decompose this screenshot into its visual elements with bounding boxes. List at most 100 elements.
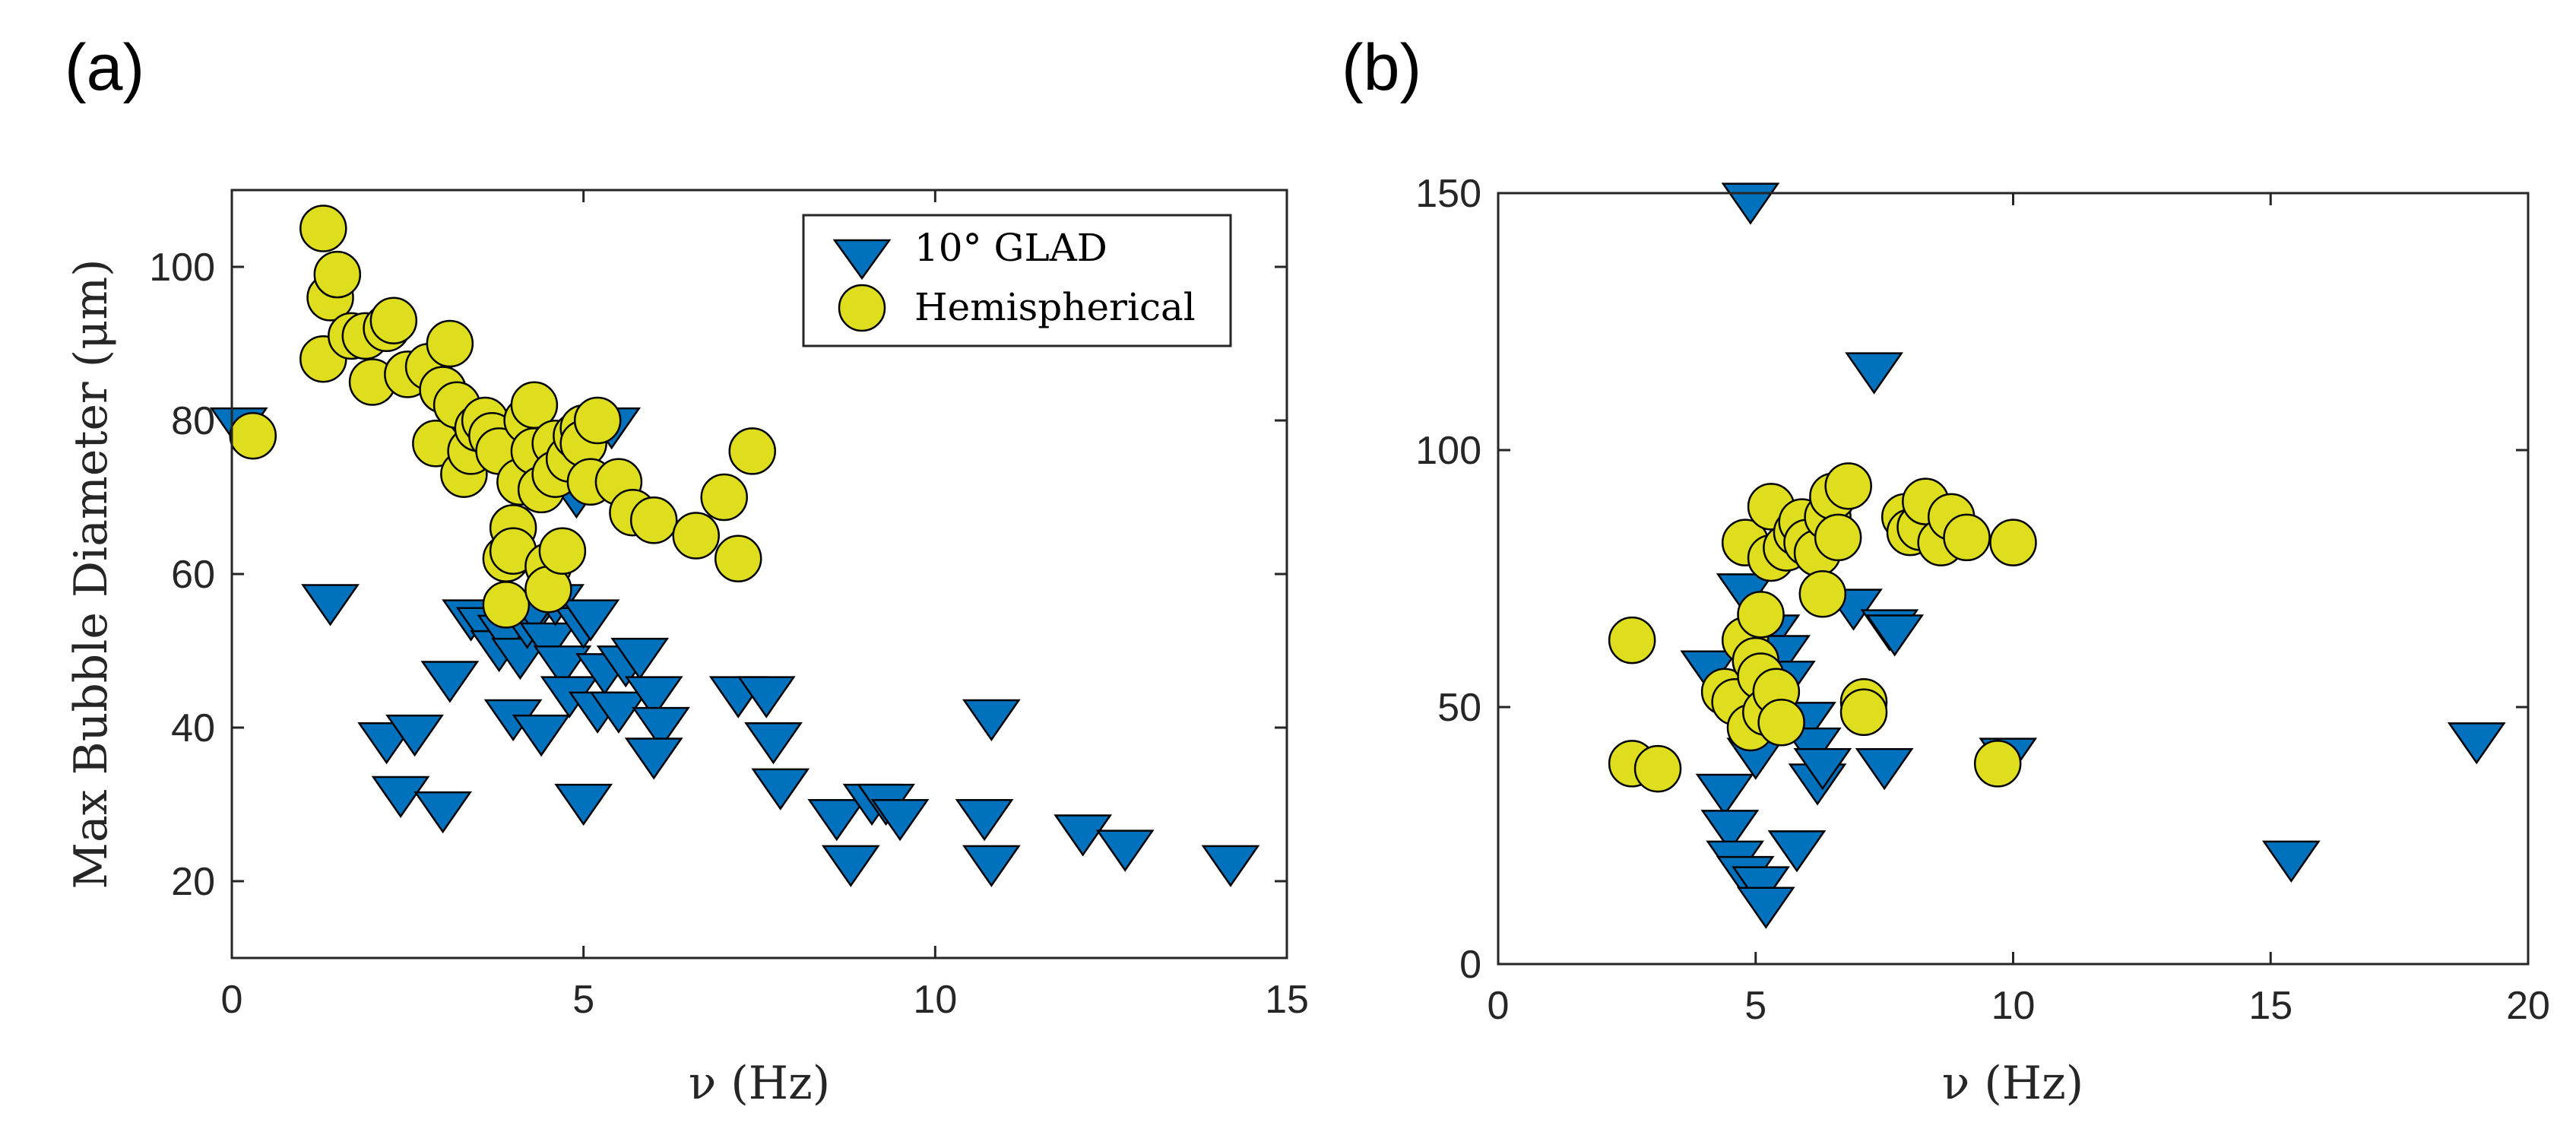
panel-b-ytick-label: 100 — [1415, 429, 1481, 473]
panel-a-hemispherical-point — [482, 581, 531, 629]
panel-b-xtick-label: 20 — [2506, 984, 2550, 1028]
legend-entry-glad: 10° GLAD — [914, 226, 1107, 270]
panel-a-glad-point — [519, 622, 578, 665]
panel-a-hemispherical-point — [426, 319, 474, 368]
panel-a-glad-point — [962, 845, 1021, 887]
panel-b-points — [1608, 182, 2506, 929]
panel-a-hemispherical-point — [728, 427, 776, 475]
panel-a-points — [209, 205, 1260, 887]
panel-b-glad-point — [1736, 887, 1795, 929]
panel-b-glad-point — [1845, 352, 1903, 395]
legend-triangle-marker-icon — [832, 239, 892, 281]
panel-a-glad-point — [301, 584, 360, 626]
panel-a-glad-point — [420, 661, 480, 703]
panel-b-ticks: 0 5 10 15 20 0 50 100 150 — [1415, 172, 2550, 1028]
panel-b-glad-point — [1700, 810, 1760, 852]
panel-a-axes-frame — [230, 189, 1288, 959]
panel-a-glad-point — [385, 714, 444, 757]
panel-a-glad-point — [807, 799, 867, 842]
panel-a-glad-point — [1054, 814, 1113, 857]
panel-a-ylabel: Max Bubble Diameter (μm) — [65, 259, 118, 890]
panel-a-glad-point — [610, 637, 670, 680]
panel-b: (b) 0 5 10 15 20 0 50 100 150 ν (Hz) — [1342, 31, 2550, 1110]
panel-a-xtick-label: 0 — [221, 978, 243, 1022]
legend-circle-marker-icon — [838, 284, 886, 332]
panel-a-glad-point — [413, 791, 472, 834]
panel-b-hemispherical-point — [1633, 744, 1682, 793]
panel-a-glad-point — [624, 676, 683, 718]
panel-a-glad-point — [955, 799, 1014, 842]
panel-b-hemispherical-point — [1608, 616, 1656, 664]
panel-a-xtick-label: 10 — [913, 978, 957, 1022]
panel-a-hemispherical-point — [313, 250, 362, 299]
panel-a-glad-point — [512, 714, 571, 757]
panel-b-xtick-label: 15 — [2248, 984, 2292, 1028]
panel-b-hemispherical-point — [1973, 740, 2022, 788]
panel-a-hemispherical-point — [629, 496, 678, 544]
panel-a-glad-point — [1201, 845, 1260, 887]
panel-a-hemispherical-point — [714, 534, 762, 583]
panel-b-glad-point — [2261, 840, 2321, 883]
panel-b-ytick-label: 150 — [1415, 172, 1481, 216]
panel-b-glad-point — [2447, 722, 2506, 765]
panel-a: (a) 0 5 10 15 20 40 60 80 100 ν (Hz) Max Bubble … — [65, 31, 1309, 1110]
panel-b-hemispherical-point — [1943, 513, 1991, 562]
panel-a-hemispherical-point — [573, 396, 622, 445]
panel-a-xtick-label: 15 — [1265, 978, 1309, 1022]
panel-b-axes-frame — [1497, 192, 2530, 966]
panel-a-glad-point — [533, 645, 592, 688]
panel-a-hemispherical-point — [700, 473, 748, 522]
panel-a-xlabel: ν (Hz) — [689, 1057, 830, 1110]
panel-a-glad-point — [821, 845, 880, 887]
panel-b-hemispherical-point — [1814, 513, 1862, 562]
panel-a-glad-point — [962, 699, 1021, 742]
panel-b-glad-point — [1793, 747, 1852, 791]
panel-a-hemispherical-point — [510, 381, 559, 430]
panel-b-hemispherical-point — [1989, 519, 2037, 566]
panel-a-ticks: 0 5 10 15 20 40 60 80 100 — [149, 190, 1309, 1022]
panel-a-ytick-label: 100 — [149, 246, 215, 290]
panel-b-glad-point — [1721, 182, 1780, 225]
panel-a-glad-point — [554, 783, 613, 826]
panel-b-xtick-label: 0 — [1488, 984, 1510, 1028]
panel-b-xtick-label: 5 — [1744, 984, 1766, 1028]
panel-b-xtick-label: 10 — [1991, 984, 2036, 1028]
panel-a-hemispherical-point — [229, 411, 277, 460]
panel-b-glad-point — [1865, 614, 1925, 657]
panel-b-glad-point — [1695, 773, 1754, 817]
legend-entry-hemispherical: Hemispherical — [914, 285, 1196, 329]
panel-a-ytick-label: 40 — [171, 706, 215, 750]
panel-b-hemispherical-point — [1824, 462, 1872, 510]
panel-a-glad-point — [1095, 829, 1155, 872]
panel-a-glad-point — [737, 676, 796, 718]
panel-a-hemispherical-point — [369, 297, 418, 344]
panel-b-ytick-label: 50 — [1437, 686, 1481, 730]
panel-a-xtick-label: 5 — [572, 978, 594, 1022]
panel-b-glad-point — [1767, 830, 1827, 873]
panel-a-glad-point — [561, 599, 620, 642]
panel-a-hemispherical-point — [299, 205, 347, 252]
panel-b-ytick-label: 0 — [1459, 943, 1481, 987]
panel-a-ytick-label: 80 — [171, 399, 215, 443]
panel-a-glad-point — [751, 768, 810, 810]
panel-a-glad-point — [744, 722, 803, 765]
panel-b-glad-point — [1855, 747, 1914, 791]
panel-b-label: (b) — [1342, 31, 1421, 104]
panel-b-hemispherical-point — [1757, 699, 1805, 747]
panel-a-hemispherical-point — [538, 527, 587, 575]
panel-a-glad-point — [589, 691, 648, 734]
panel-a-ytick-label: 20 — [171, 860, 215, 904]
panel-b-hemispherical-point — [1839, 688, 1888, 737]
panel-a-label: (a) — [65, 31, 144, 104]
panel-b-hemispherical-point — [1798, 570, 1847, 618]
panel-a-glad-point — [870, 799, 930, 842]
panel-a-glad-point — [624, 737, 683, 780]
panel-a-glad-point — [632, 706, 690, 750]
panel-a-glad-point — [371, 776, 430, 819]
legend: 10° GLAD Hemispherical — [802, 214, 1232, 347]
panel-a-hemispherical-point — [672, 512, 720, 560]
panel-a-ytick-label: 60 — [171, 553, 215, 597]
panel-b-xlabel: ν (Hz) — [1942, 1057, 2083, 1110]
panel-b-hemispherical-point — [1737, 591, 1785, 639]
